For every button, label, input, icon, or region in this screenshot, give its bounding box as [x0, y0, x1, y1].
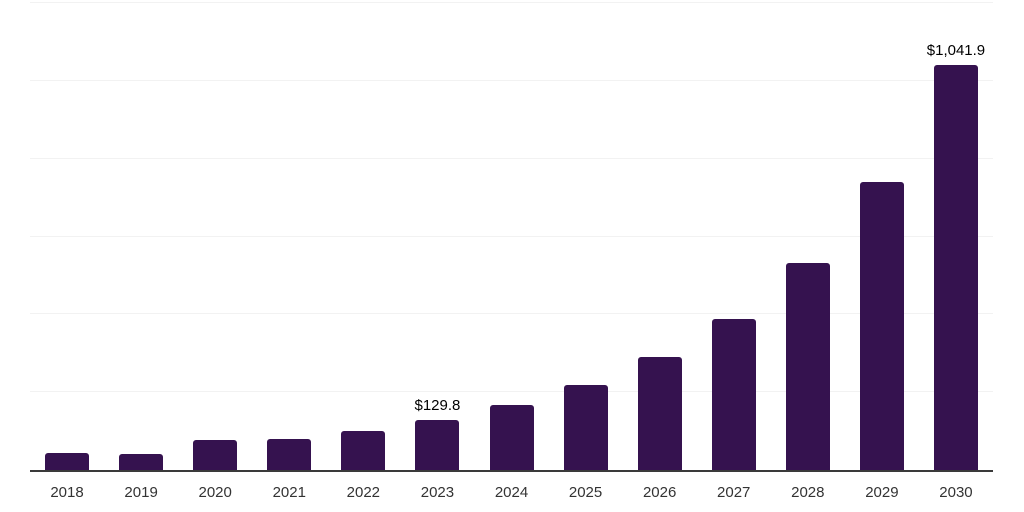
- x-tick-2028: 2028: [791, 484, 825, 501]
- plot-area: $129.8 $1,041.9: [30, 2, 993, 472]
- bar-2020: [193, 439, 238, 470]
- x-axis-labels: 2018 2019 2020 2021 2022 2023 2024 2025 2026 2027…: [30, 484, 993, 504]
- bar-2022: [341, 431, 386, 470]
- bar-2021: [267, 438, 312, 470]
- x-tick-2021: 2021: [272, 484, 306, 501]
- bar-2029: [859, 182, 904, 470]
- x-tick-2023: 2023: [420, 484, 455, 501]
- x-tick-2018: 2018: [50, 484, 84, 501]
- data-label-2023: $129.8: [414, 396, 461, 414]
- x-tick-2022: 2022: [346, 484, 381, 501]
- bar-2023: [415, 419, 460, 470]
- bar-2019: [119, 453, 164, 470]
- bar-2024: [489, 405, 534, 470]
- gridline-600: [30, 235, 993, 237]
- gridline-400: [30, 313, 993, 315]
- x-tick-2025: 2025: [568, 484, 603, 501]
- x-tick-2026: 2026: [642, 484, 677, 501]
- bar-2026: [637, 357, 682, 470]
- x-tick-2020: 2020: [198, 484, 232, 501]
- bar-2027: [711, 319, 756, 470]
- bar-2030: [933, 64, 978, 470]
- bar-2025: [563, 384, 608, 470]
- gridline-1200: [30, 2, 993, 3]
- data-label-2030: $1,041.9: [926, 41, 986, 59]
- gridline-200: [30, 391, 993, 393]
- bar-2028: [785, 262, 830, 470]
- x-tick-2027: 2027: [717, 484, 751, 501]
- x-tick-2019: 2019: [124, 484, 158, 501]
- bar-2018: [45, 453, 90, 470]
- x-tick-2029: 2029: [865, 484, 899, 501]
- x-axis-line: [30, 470, 993, 472]
- x-tick-2030: 2030: [939, 484, 973, 501]
- gridline-800: [30, 157, 993, 159]
- x-tick-2024: 2024: [494, 484, 529, 501]
- gridline-1000: [30, 79, 993, 81]
